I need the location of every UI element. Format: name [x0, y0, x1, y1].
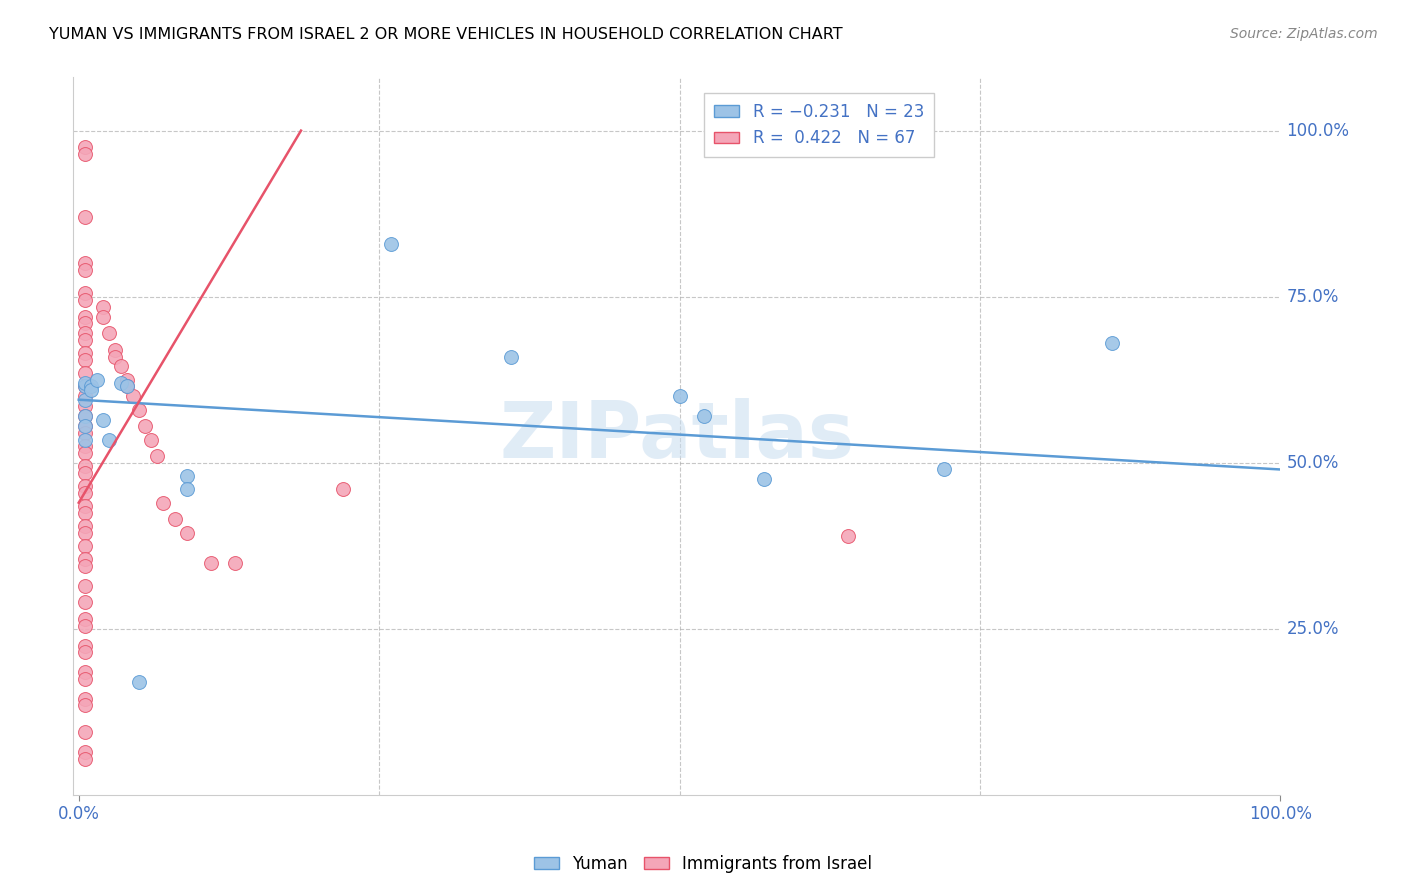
Point — [110, 376, 132, 390]
Point — [73, 389, 96, 403]
Point — [752, 472, 775, 486]
Point — [104, 343, 127, 357]
Point — [1101, 336, 1123, 351]
Point — [73, 446, 96, 460]
Point — [91, 310, 114, 324]
Point — [176, 483, 198, 497]
Text: Source: ZipAtlas.com: Source: ZipAtlas.com — [1230, 27, 1378, 41]
Point — [80, 379, 103, 393]
Text: 50.0%: 50.0% — [1286, 454, 1339, 472]
Point — [380, 236, 402, 251]
Point — [73, 459, 96, 474]
Point — [128, 675, 150, 690]
Point — [73, 409, 96, 424]
Point — [97, 433, 120, 447]
Point — [86, 373, 108, 387]
Point — [176, 525, 198, 540]
Point — [73, 665, 96, 680]
Point — [163, 512, 186, 526]
Point — [73, 293, 96, 307]
Point — [73, 552, 96, 566]
Point — [332, 483, 354, 497]
Point — [501, 350, 523, 364]
Point — [73, 333, 96, 347]
Point — [73, 439, 96, 453]
Text: 75.0%: 75.0% — [1286, 288, 1339, 306]
Point — [176, 469, 198, 483]
Point — [73, 506, 96, 520]
Point — [73, 409, 96, 424]
Point — [73, 352, 96, 367]
Point — [73, 376, 96, 390]
Point — [80, 383, 103, 397]
Point — [73, 366, 96, 380]
Point — [73, 210, 96, 224]
Legend: Yuman, Immigrants from Israel: Yuman, Immigrants from Israel — [527, 848, 879, 880]
Point — [224, 556, 246, 570]
Point — [932, 462, 955, 476]
Point — [91, 412, 114, 426]
Point — [73, 691, 96, 706]
Point — [115, 379, 138, 393]
Point — [200, 556, 222, 570]
Point — [73, 485, 96, 500]
Point — [121, 389, 143, 403]
Point — [73, 263, 96, 277]
Text: YUMAN VS IMMIGRANTS FROM ISRAEL 2 OR MORE VEHICLES IN HOUSEHOLD CORRELATION CHAR: YUMAN VS IMMIGRANTS FROM ISRAEL 2 OR MOR… — [49, 27, 842, 42]
Point — [73, 326, 96, 341]
Point — [73, 146, 96, 161]
Point — [73, 525, 96, 540]
Point — [73, 579, 96, 593]
Point — [73, 751, 96, 765]
Point — [73, 316, 96, 330]
Point — [73, 698, 96, 713]
Point — [73, 379, 96, 393]
Point — [134, 419, 156, 434]
Point — [73, 672, 96, 686]
Point — [73, 419, 96, 434]
Point — [73, 392, 96, 407]
Point — [128, 402, 150, 417]
Point — [692, 409, 714, 424]
Point — [73, 256, 96, 270]
Point — [139, 433, 162, 447]
Point — [97, 326, 120, 341]
Point — [837, 529, 859, 543]
Point — [73, 433, 96, 447]
Point — [110, 359, 132, 374]
Point — [152, 496, 174, 510]
Point — [73, 558, 96, 573]
Point — [73, 618, 96, 632]
Legend: R = −0.231   N = 23, R =  0.422   N = 67: R = −0.231 N = 23, R = 0.422 N = 67 — [704, 93, 934, 157]
Point — [73, 140, 96, 154]
Point — [73, 539, 96, 553]
Text: ZIPatlas: ZIPatlas — [499, 398, 853, 475]
Point — [73, 479, 96, 493]
Point — [73, 346, 96, 360]
Point — [73, 639, 96, 653]
Point — [73, 286, 96, 301]
Point — [73, 400, 96, 414]
Text: 25.0%: 25.0% — [1286, 620, 1339, 638]
Point — [73, 310, 96, 324]
Point — [73, 466, 96, 480]
Point — [73, 595, 96, 609]
Point — [73, 425, 96, 440]
Point — [668, 389, 690, 403]
Point — [73, 612, 96, 626]
Point — [73, 499, 96, 513]
Text: 100.0%: 100.0% — [1286, 121, 1350, 139]
Point — [73, 379, 96, 393]
Point — [73, 419, 96, 434]
Point — [73, 645, 96, 659]
Point — [115, 373, 138, 387]
Point — [104, 350, 127, 364]
Point — [91, 300, 114, 314]
Point — [73, 519, 96, 533]
Point — [73, 725, 96, 739]
Point — [73, 745, 96, 759]
Point — [146, 449, 169, 463]
Point — [115, 379, 138, 393]
